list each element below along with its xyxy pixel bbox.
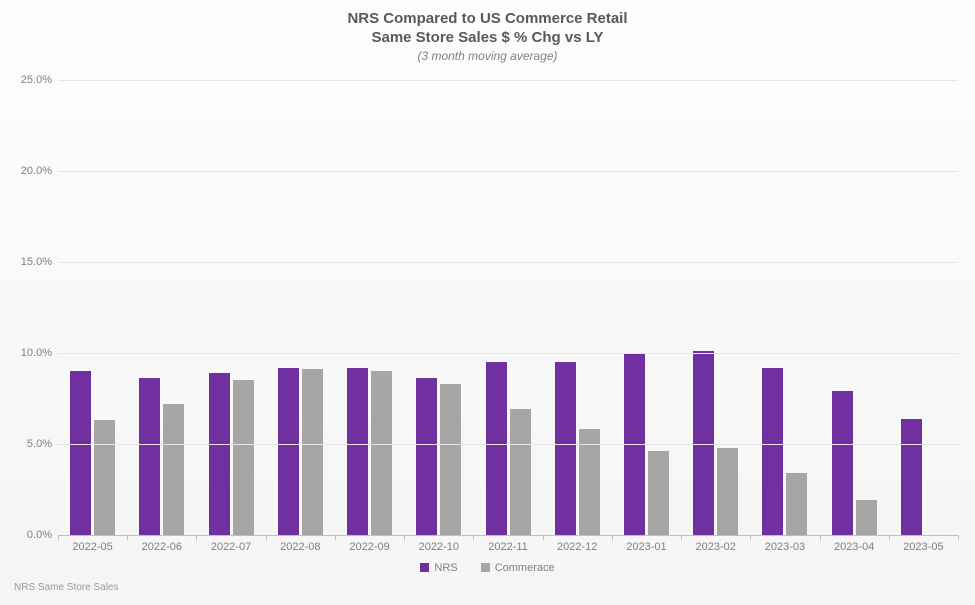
x-tick	[58, 535, 59, 540]
bar-commerace	[94, 420, 115, 535]
gridline	[58, 444, 958, 445]
bar-nrs	[416, 378, 437, 535]
gridline	[58, 353, 958, 354]
bar-commerace	[717, 448, 738, 535]
bar-commerace	[648, 451, 669, 535]
x-tick-label: 2022-10	[419, 535, 459, 553]
bar-nrs	[70, 371, 91, 535]
bar-commerace	[440, 384, 461, 535]
bar-commerace	[233, 380, 254, 535]
bar-commerace	[510, 409, 531, 535]
x-tick	[820, 535, 821, 540]
bar-commerace	[786, 473, 807, 535]
x-tick-label: 2022-08	[280, 535, 320, 553]
x-tick-label: 2022-09	[349, 535, 389, 553]
x-tick	[196, 535, 197, 540]
x-tick-label: 2023-05	[903, 535, 943, 553]
x-tick-label: 2022-06	[142, 535, 182, 553]
footer-text: NRS Same Store Sales	[14, 582, 119, 593]
bar-nrs	[901, 419, 922, 535]
legend-item-commerce: Commerace	[481, 562, 555, 574]
legend: NRS Commerace	[0, 562, 975, 576]
x-tick	[612, 535, 613, 540]
bar-commerace	[163, 404, 184, 535]
bar-nrs	[347, 368, 368, 535]
y-tick-label: 10.0%	[21, 347, 58, 359]
plot-area: 0.0%5.0%10.0%15.0%20.0%25.0%2022-052022-…	[58, 80, 958, 535]
bar-nrs	[139, 378, 160, 535]
x-tick	[127, 535, 128, 540]
bar-commerace	[371, 371, 392, 535]
x-tick-label: 2023-01	[626, 535, 666, 553]
gridline	[58, 171, 958, 172]
chart-title-line2: Same Store Sales $ % Chg vs LY	[0, 29, 975, 48]
bar-commerace	[302, 369, 323, 535]
bar-nrs	[486, 362, 507, 535]
x-tick	[335, 535, 336, 540]
bar-nrs	[209, 373, 230, 535]
x-tick	[750, 535, 751, 540]
x-tick	[543, 535, 544, 540]
y-tick-label: 5.0%	[27, 438, 58, 450]
gridline	[58, 262, 958, 263]
x-tick	[889, 535, 890, 540]
legend-label-nrs: NRS	[434, 562, 457, 574]
x-tick-label: 2023-03	[765, 535, 805, 553]
bar-commerace	[579, 429, 600, 535]
legend-label-commerce: Commerace	[495, 562, 555, 574]
x-tick	[473, 535, 474, 540]
y-tick-label: 25.0%	[21, 74, 58, 86]
x-tick	[958, 535, 959, 540]
chart-subtitle: (3 month moving average)	[0, 49, 975, 63]
x-tick	[681, 535, 682, 540]
x-tick	[266, 535, 267, 540]
x-tick-label: 2022-11	[488, 535, 528, 553]
x-tick-label: 2022-05	[72, 535, 112, 553]
x-tick-label: 2023-02	[696, 535, 736, 553]
bar-nrs	[762, 368, 783, 535]
bar-commerace	[856, 500, 877, 535]
legend-item-nrs: NRS	[420, 562, 457, 574]
chart-container: NRS Compared to US Commerce Retail Same …	[0, 0, 975, 605]
legend-swatch-nrs	[420, 563, 429, 572]
legend-swatch-commerce	[481, 563, 490, 572]
chart-titles: NRS Compared to US Commerce Retail Same …	[0, 10, 975, 63]
y-tick-label: 0.0%	[27, 529, 58, 541]
x-tick-label: 2022-07	[211, 535, 251, 553]
y-tick-label: 20.0%	[21, 165, 58, 177]
y-tick-label: 15.0%	[21, 256, 58, 268]
gridline	[58, 80, 958, 81]
x-tick-label: 2022-12	[557, 535, 597, 553]
x-tick	[404, 535, 405, 540]
x-tick-label: 2023-04	[834, 535, 874, 553]
chart-title-line1: NRS Compared to US Commerce Retail	[0, 10, 975, 29]
bar-nrs	[278, 368, 299, 535]
bars-layer	[58, 80, 958, 535]
bar-nrs	[832, 391, 853, 535]
bar-nrs	[555, 362, 576, 535]
